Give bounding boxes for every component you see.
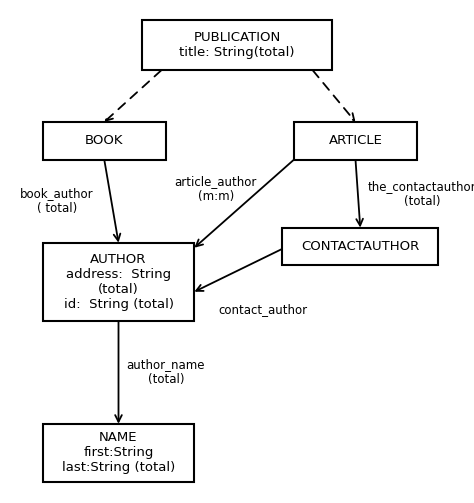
Text: article_author
(m:m): article_author (m:m): [174, 175, 257, 203]
Text: BOOK: BOOK: [85, 134, 124, 147]
Text: book_author
( total): book_author ( total): [20, 187, 94, 215]
FancyBboxPatch shape: [282, 228, 438, 266]
Text: PUBLICATION
title: String(total): PUBLICATION title: String(total): [179, 31, 295, 59]
Text: author_name
(total): author_name (total): [127, 358, 205, 386]
FancyBboxPatch shape: [43, 122, 166, 160]
FancyBboxPatch shape: [142, 20, 332, 70]
FancyBboxPatch shape: [43, 424, 194, 482]
Text: NAME
first:String
last:String (total): NAME first:String last:String (total): [62, 431, 175, 474]
FancyBboxPatch shape: [43, 243, 194, 321]
Text: AUTHOR
address:  String
(total)
id:  String (total): AUTHOR address: String (total) id: Strin…: [64, 253, 173, 311]
Text: ARTICLE: ARTICLE: [328, 134, 383, 147]
Text: contact_author: contact_author: [219, 303, 308, 316]
Text: CONTACTAUTHOR: CONTACTAUTHOR: [301, 240, 419, 253]
FancyBboxPatch shape: [294, 122, 417, 160]
Text: the_contactauthor
(total): the_contactauthor (total): [367, 180, 474, 208]
